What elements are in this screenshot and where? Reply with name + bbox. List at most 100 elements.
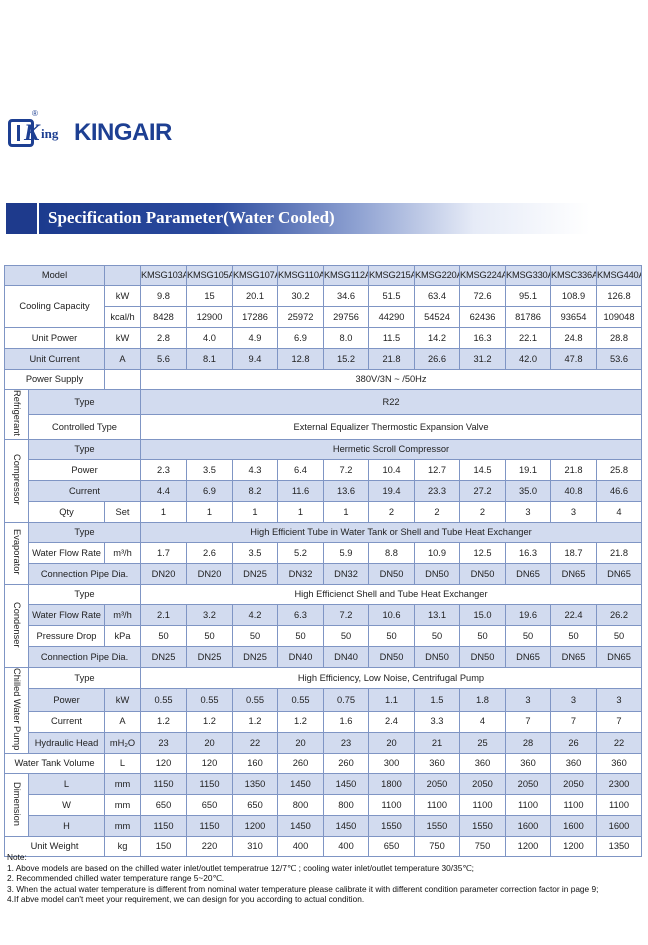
value-cell: 3: [550, 688, 598, 712]
unit-cell: L: [104, 753, 142, 775]
group-cell: Condenser: [4, 584, 29, 668]
group-label: Refrigerant: [12, 390, 22, 437]
value-cell: 3: [505, 501, 552, 523]
value-cell: 13.6: [323, 480, 370, 502]
value-cell: 1.2: [232, 710, 279, 734]
value-cell: 50: [414, 625, 461, 647]
value-cell: 1550: [368, 815, 416, 838]
value-cell: DN32: [277, 563, 325, 585]
value-cell: 46.6: [596, 480, 643, 502]
value-cell: DN65: [596, 646, 643, 668]
value-cell: 8428: [140, 306, 188, 328]
value-cell: 0.55: [277, 688, 325, 712]
merged-value: High Efficiency, Low Noise, Centrifugal …: [140, 666, 643, 690]
table-row: Current 4.4 6.9 8.2 11.6 13.6 19.4 23.3 27.2 35.0…: [5, 480, 643, 502]
value-cell: 650: [232, 794, 279, 817]
value-cell: 15.2: [323, 348, 370, 370]
value-cell: 0.55: [186, 688, 234, 712]
value-cell: 4.9: [232, 327, 279, 349]
notes-title: Note:: [7, 852, 27, 862]
value-cell: 22: [596, 731, 643, 755]
table-row: Pressure Drop kPa 50 50 50 50 50 50 50 50 50 50 50: [5, 625, 643, 647]
value-cell: 1150: [140, 815, 188, 838]
value-cell: 10.6: [368, 604, 416, 626]
value-cell: 7: [505, 710, 552, 734]
value-cell: 81786: [505, 306, 552, 328]
value-cell: 12.8: [277, 348, 325, 370]
value-cell: 31.2: [459, 348, 507, 370]
value-cell: 260: [323, 753, 370, 775]
value-cell: 2: [368, 501, 416, 523]
table-row: Hydraulic Head mH₂O 23 20 22 20 23 20 21 25 28 26 22: [5, 731, 643, 755]
table-row: Connection Pipe Dia. DN20 DN20 DN25 DN32 DN32…: [5, 563, 643, 585]
value-cell: 44290: [368, 306, 416, 328]
value-cell: 4.0: [186, 327, 234, 349]
merged-value: 380V/3N ~ /50Hz: [140, 369, 643, 390]
value-cell: 4.3: [232, 459, 279, 481]
value-cell: 50: [368, 625, 416, 647]
logo-mark-letter: K: [24, 120, 40, 145]
value-cell: 25.8: [596, 459, 643, 481]
value-cell: 1450: [277, 773, 325, 796]
value-cell: 50: [459, 625, 507, 647]
value-cell: 2: [414, 501, 461, 523]
value-cell: 5.6: [140, 348, 188, 370]
value-cell: 2050: [505, 773, 552, 796]
row-label: Power: [27, 459, 142, 481]
table-row: Condenser Type High Efficienct Shell and T…: [4, 584, 643, 668]
row-label: W: [27, 794, 106, 817]
value-cell: 11.5: [368, 327, 416, 349]
value-cell: 16.3: [459, 327, 507, 349]
value-cell: 8.0: [323, 327, 370, 349]
value-cell: 126.8: [596, 285, 643, 307]
banner-square: [6, 203, 37, 234]
row-label: Type: [27, 666, 142, 690]
merged-value: High Efficienct Shell and Tube Heat Exch…: [140, 584, 643, 605]
table-row: Controlled Type External Equalizer Thermo…: [5, 414, 643, 440]
row-label: H: [27, 815, 106, 838]
row-label: Qty: [27, 501, 106, 523]
model-header: KMSC336AW: [550, 265, 598, 286]
value-cell: 800: [277, 794, 325, 817]
note-line: 4.If abve model can't meet your requirem…: [7, 894, 365, 905]
value-cell: 1: [277, 501, 325, 523]
value-cell: 47.8: [550, 348, 598, 370]
value-cell: 1100: [459, 794, 507, 817]
value-cell: 19.6: [505, 604, 552, 626]
value-cell: 1600: [505, 815, 552, 838]
value-cell: 0.75: [323, 688, 370, 712]
unit-cell: m³/h: [104, 542, 142, 564]
table-row: Unit Power kW 2.8 4.0 4.9 6.9 8.0 11.5 14.2 16.3 2…: [3, 327, 643, 349]
value-cell: 50: [186, 625, 234, 647]
value-cell: DN65: [505, 563, 552, 585]
table-row: Water Tank Volume L 120 120 160 260 260 300 360 3…: [3, 753, 643, 775]
value-cell: 30.2: [277, 285, 325, 307]
value-cell: DN40: [277, 646, 325, 668]
row-label: Current: [27, 480, 142, 502]
merged-value: High Efficient Tube in Water Tank or She…: [140, 522, 643, 543]
notes-section: Note: 1. Above models are based on the c…: [7, 852, 643, 905]
unit-cell: kPa: [104, 625, 142, 647]
value-cell: 1100: [596, 794, 643, 817]
model-header: KMSG110AW: [277, 265, 325, 286]
group-label: Compressor: [12, 454, 22, 505]
value-cell: 1550: [414, 815, 461, 838]
value-cell: 15: [186, 285, 234, 307]
value-cell: 51.5: [368, 285, 416, 307]
model-header: KMSG107AW: [232, 265, 279, 286]
value-cell: 35.0: [505, 480, 552, 502]
model-header: KMSG112AW: [323, 265, 370, 286]
group-cell: Compressor: [4, 439, 29, 523]
value-cell: 1: [232, 501, 279, 523]
table-row: Chilled Water Pump Type High Efficiency, L…: [4, 666, 643, 755]
value-cell: 1: [323, 501, 370, 523]
value-cell: 53.6: [596, 348, 643, 370]
value-cell: 2.1: [140, 604, 188, 626]
value-cell: 1.7: [140, 542, 188, 564]
row-label: Unit Weight: [3, 836, 106, 858]
value-cell: 4: [459, 710, 507, 734]
value-cell: 34.6: [323, 285, 370, 307]
value-cell: 1100: [414, 794, 461, 817]
value-cell: DN25: [186, 646, 234, 668]
